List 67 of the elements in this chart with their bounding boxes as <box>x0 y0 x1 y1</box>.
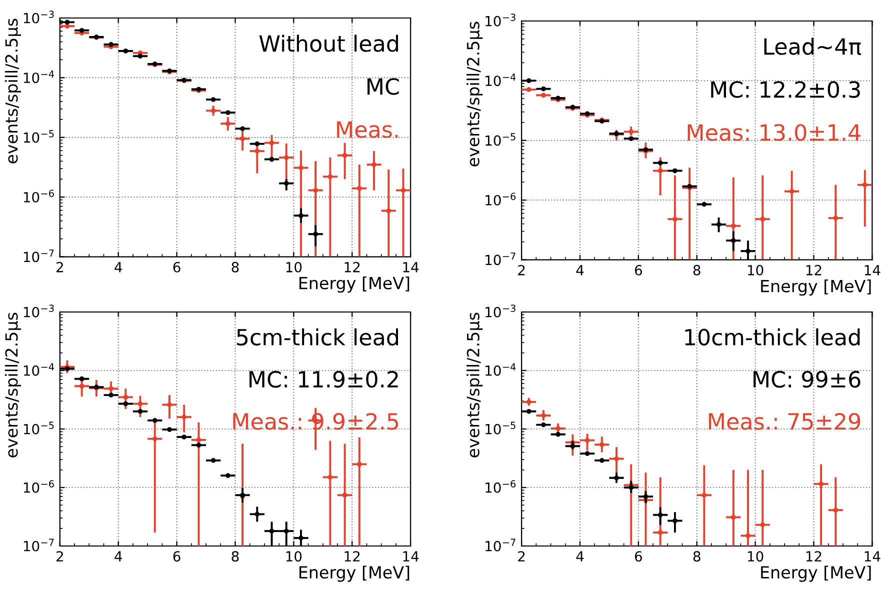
y-tick-label: 10$^{−7}$ <box>486 538 516 552</box>
x-tick-label: 8 <box>232 551 239 562</box>
text: MC: 12.2±0.3 <box>711 81 860 98</box>
text: MC: 99±6 <box>754 370 860 388</box>
y-axis-title: events/spill/2.5μs <box>466 312 483 458</box>
x-axis-title: Energy [MeV] <box>761 566 871 582</box>
x-tick-label: 4 <box>576 551 584 562</box>
x-axis-title: Energy [MeV] <box>299 566 410 582</box>
x-tick-label: 6 <box>173 262 180 272</box>
text: MC: 11.9±0.2 <box>250 370 398 388</box>
y-tick-label: 10$^{−7}$ <box>486 252 516 266</box>
x-tick-label: 8 <box>693 551 700 562</box>
x-tick-label: 14 <box>403 551 419 562</box>
text: MC <box>368 78 399 95</box>
y-axis-title: events/spill/2.5μs <box>4 18 22 164</box>
x-tick-label: 6 <box>173 551 180 562</box>
y-tick-label: 10$^{−6}$ <box>24 480 54 493</box>
y-tick-label: 10$^{−4}$ <box>486 363 516 376</box>
series-label: Meas. <box>337 121 398 138</box>
y-tick-label: 10$^{−3}$ <box>486 14 516 26</box>
x-tick-label: 6 <box>634 264 642 276</box>
x-tick-label: 14 <box>864 265 880 276</box>
text: Without lead <box>259 34 398 52</box>
text: Meas.: 75±29 <box>709 413 860 430</box>
x-tick-label: 12 <box>344 262 360 272</box>
x-tick-label: 2 <box>518 551 525 562</box>
x-tick-label: 12 <box>344 551 360 562</box>
y-tick-label: 10$^{−5}$ <box>24 130 54 143</box>
x-tick-label: 14 <box>403 262 419 272</box>
x-tick-label: 2 <box>56 551 63 562</box>
y-tick-label: 10$^{−6}$ <box>486 192 516 206</box>
x-tick-label: 2 <box>518 264 525 276</box>
x-axis-title: Energy [MeV] <box>761 279 871 296</box>
y-axis-title: events/spill/2.5μs <box>466 22 483 166</box>
x-tick-label: 10 <box>286 551 302 562</box>
x-tick-label: 12 <box>806 551 822 562</box>
y-tick-label: 10$^{−3}$ <box>24 10 54 24</box>
text: Lead~4π <box>764 38 862 56</box>
y-tick-label: 10$^{−6}$ <box>24 190 54 202</box>
x-tick-label: 10 <box>748 551 764 562</box>
x-tick-label: 4 <box>576 265 584 276</box>
y-tick-label: 10$^{−3}$ <box>486 304 516 318</box>
y-tick-label: 10$^{−5}$ <box>24 422 54 434</box>
text: 10cm-thick lead <box>685 328 860 346</box>
y-tick-label: 10$^{−4}$ <box>24 70 54 84</box>
x-tick-label: 6 <box>634 551 642 562</box>
y-tick-label: 10$^{−5}$ <box>486 422 516 434</box>
y-tick-label: 10$^{−3}$ <box>24 304 54 318</box>
x-tick-label: 12 <box>806 264 822 276</box>
x-tick-label: 10 <box>286 262 302 272</box>
y-tick-label: 10$^{−7}$ <box>24 250 54 262</box>
x-tick-label: 8 <box>232 262 239 272</box>
x-tick-label: 8 <box>693 264 700 276</box>
y-tick-label: 10$^{−7}$ <box>24 538 54 552</box>
x-axis-title: Energy [MeV] <box>299 276 410 293</box>
text: 5cm-thick lead <box>237 328 398 346</box>
x-tick-label: 4 <box>114 262 122 272</box>
x-tick-label: 10 <box>748 264 764 276</box>
y-tick-label: 10$^{−6}$ <box>486 480 516 493</box>
y-axis-title: events/spill/2.5μs <box>4 312 22 458</box>
series-label: Meas: 13.0±1.4 <box>688 124 860 141</box>
x-tick-label: 14 <box>864 551 880 562</box>
y-tick-label: 10$^{−4}$ <box>486 73 516 86</box>
y-tick-label: 10$^{−4}$ <box>24 363 54 376</box>
x-tick-label: 4 <box>114 551 122 562</box>
y-tick-label: 10$^{−5}$ <box>486 133 516 146</box>
x-tick-label: 2 <box>56 262 63 272</box>
